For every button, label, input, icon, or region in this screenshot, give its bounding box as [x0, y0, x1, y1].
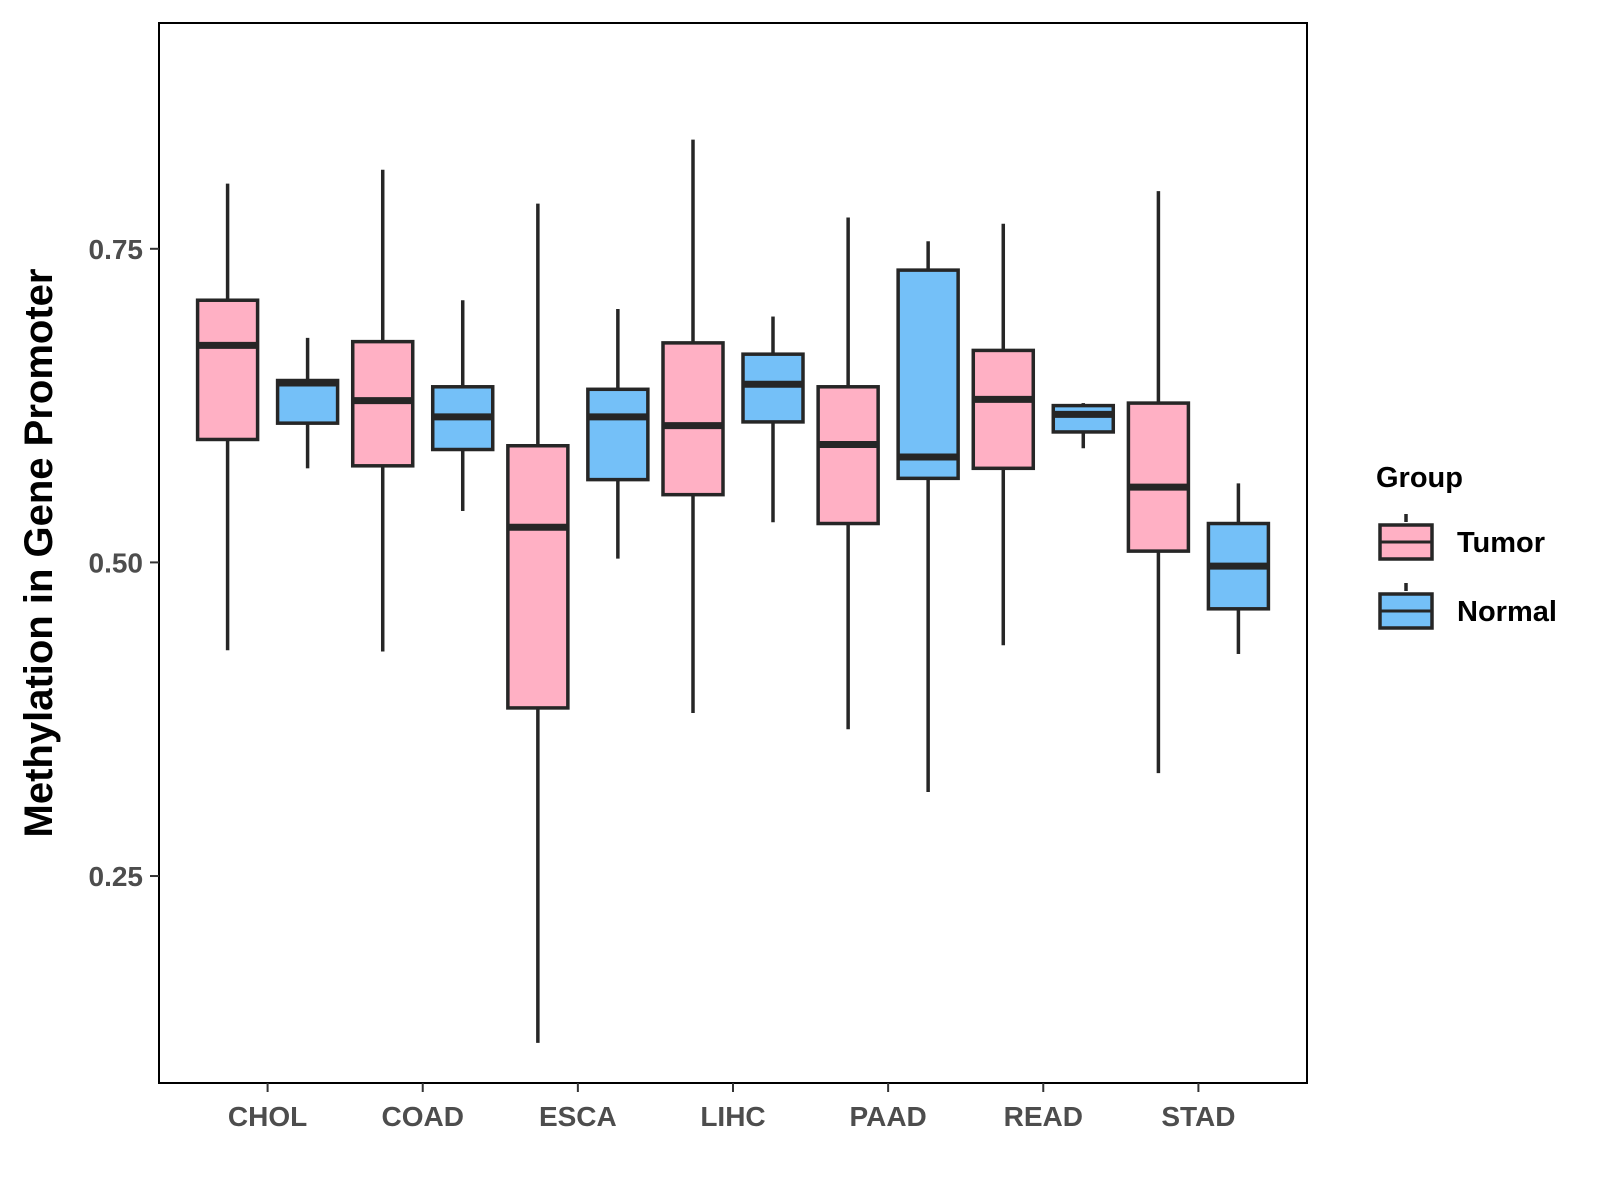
x-tick-label: COAD: [382, 1101, 464, 1132]
y-axis: 0.25 0.50 0.75: [89, 234, 159, 892]
box-body: [741, 352, 805, 424]
box-body: [195, 298, 260, 442]
box-body: [661, 341, 725, 497]
x-tick-label: PAAD: [850, 1101, 927, 1132]
box-stad-normal: [1206, 483, 1271, 654]
box-paad-tumor: [816, 217, 880, 730]
box-body: [1051, 403, 1116, 434]
box-paad-normal: [896, 241, 960, 792]
box-read-tumor: [971, 223, 1036, 646]
box-stad-tumor: [1126, 191, 1191, 774]
box-chol-normal: [275, 337, 340, 469]
y-tick-label: 0.50: [89, 547, 144, 578]
y-tick-label: 0.25: [89, 861, 144, 892]
box-coad-tumor: [350, 169, 415, 652]
box-esca-normal: [586, 309, 650, 559]
box-group: [195, 139, 1271, 1043]
y-axis-title: Methylation in Gene Promoter: [17, 269, 61, 838]
x-tick-label: ESCA: [539, 1101, 617, 1132]
box-body: [275, 378, 340, 425]
legend: Group Tumor Normal: [1376, 462, 1557, 639]
box-coad-normal: [430, 300, 495, 511]
legend-label-normal: Normal: [1457, 596, 1557, 628]
legend-key-normal: Normal: [1378, 583, 1557, 639]
plot-panel: [158, 22, 1308, 1084]
legend-key-tumor: Tumor: [1378, 514, 1545, 570]
x-tick-label: READ: [1004, 1101, 1083, 1132]
legend-label-tumor: Tumor: [1457, 527, 1545, 559]
x-tick-label: LIHC: [700, 1101, 765, 1132]
box-lihc-normal: [741, 316, 805, 523]
x-axis: CHOL COAD ESCA LIHC PAAD READ STAD: [228, 1083, 1235, 1132]
box-body: [896, 268, 960, 481]
box-body: [1126, 401, 1191, 553]
box-esca-tumor: [506, 203, 570, 1043]
x-tick-label: STAD: [1161, 1101, 1235, 1132]
box-body: [971, 348, 1036, 471]
box-chol-tumor: [195, 183, 260, 651]
box-body: [506, 443, 570, 710]
box-body: [816, 385, 880, 526]
box-read-normal: [1051, 403, 1116, 449]
box-lihc-tumor: [661, 139, 725, 713]
y-tick-label: 0.75: [89, 234, 144, 265]
legend-title: Group: [1376, 462, 1463, 494]
box-body: [586, 387, 650, 482]
x-tick-label: CHOL: [228, 1101, 307, 1132]
